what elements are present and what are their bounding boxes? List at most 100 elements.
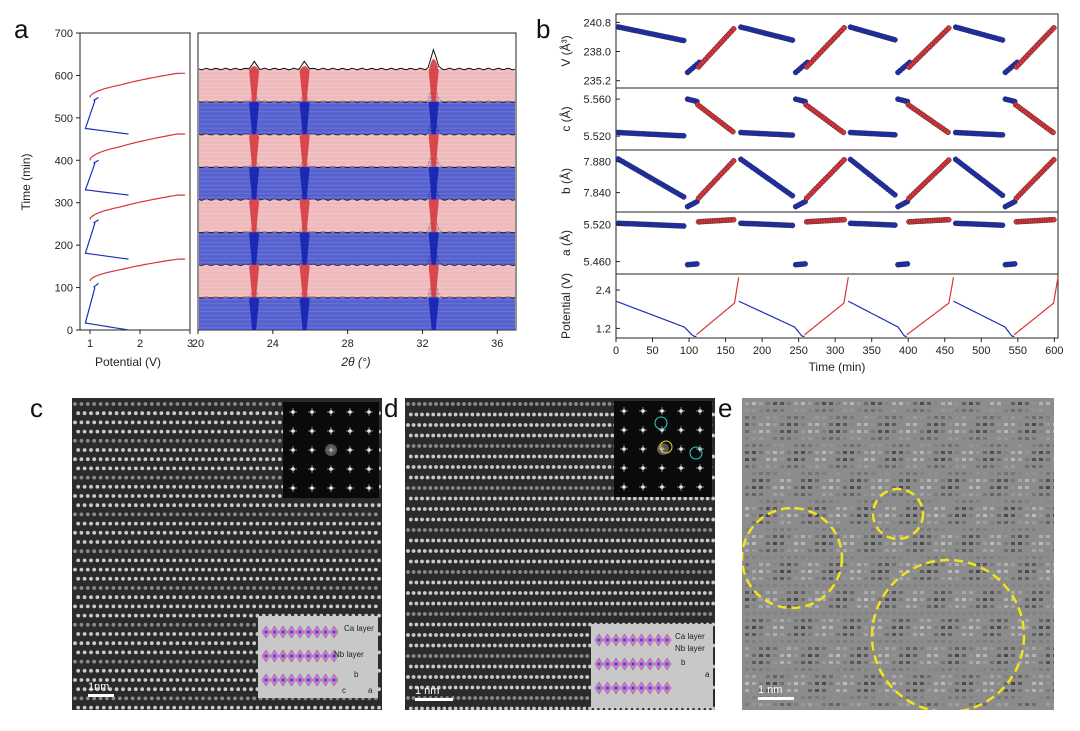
a-left-ytick-label: 600 [55,70,73,82]
fft-inset-c [283,402,379,498]
b-data-point [789,37,796,43]
structure-inset-c: Ca layer Nb layer b c a [258,616,378,698]
a-xrd-segment-charge [198,113,516,167]
b-data-point [999,132,1006,138]
b-data-point [730,26,737,32]
panel-a-chart: 0 100 200 300 400 500 600 700 1 2 3 20 24 28 32 36 Tim… [19,28,517,369]
a-left-ytick-label: 700 [55,28,73,40]
highlight-circle [870,558,1026,710]
b-ytick-label: 7.840 [583,188,611,200]
axis-a-label-c: a [368,686,373,695]
a-xrd-peak [428,254,439,298]
a-right-xlabel: 2θ (°) [340,355,370,369]
a-charge-curve [89,133,185,161]
b-ytick-label: 5.520 [583,131,611,143]
b-data-point [789,192,796,199]
a-right-xtick-label: 32 [416,338,428,350]
b-data-point [999,192,1006,199]
b-ytick-label: 240.8 [583,17,611,29]
b-data-point [841,156,847,163]
b-data-point [840,129,847,136]
b-data-point [841,24,847,31]
ca-layer-label-d: Ca layer [675,632,705,641]
scalebar-d: 1 nm [415,685,453,701]
fft-inset-d [614,401,712,497]
b-ylabel: b (Å) [558,168,573,194]
b-potential-xlabel: Time (min) [809,360,866,374]
b-ytick-label: 5.460 [583,257,611,269]
a-xrd-peak [299,131,310,167]
b-row-frame [615,87,1059,151]
scalebar-c-label: 1nm [88,681,110,693]
b-data-point [1051,156,1057,163]
scalebar-d-label: 1 nm [415,685,440,697]
a-xrd-segment-discharge [198,80,516,135]
axis-a-label-d: a [705,670,710,679]
a-right-xtick-label: 36 [491,338,503,350]
b-data-point [892,222,898,228]
a-xrd-segment-discharge [198,211,516,265]
stem-image-d: Ca layer Nb layer b a 1 nm [405,398,715,710]
a-xrd-peak [428,189,439,233]
b-row-frame [615,273,1059,339]
b-ytick-label: 1.2 [596,323,611,335]
a-xrd-peak [249,66,260,102]
b-xtick-label: 200 [753,345,771,357]
b-data-point [892,37,898,43]
b-data-point [1051,24,1057,31]
a-left-ytick-label: 500 [55,113,73,125]
b-row-frame [615,13,1059,89]
a-charge-curve [89,194,185,220]
a-left-ytick-label: 400 [55,155,73,167]
a-left-xtick-label: 2 [137,338,143,350]
b-row-frame [615,149,1059,213]
a-left-ytick-label: 300 [55,198,73,210]
b-data-point [945,129,951,136]
b-data-point [730,128,736,135]
scalebar-c: 1nm [88,681,114,697]
b-charge-curve [695,277,740,336]
a-right-xtick-label: 20 [192,338,204,350]
scalebar-e: 1 nm [758,684,794,700]
b-data-point [841,216,847,223]
panel-label-a: a [14,14,29,44]
b-ylabel: Potential (V) [559,273,573,339]
panel-label-d: d [384,393,399,423]
ca-layer-label-c: Ca layer [344,624,374,633]
a-right-xtick-label: 28 [342,338,354,350]
b-data-point [999,37,1006,43]
a-left-xlabel: Potential (V) [95,355,161,369]
b-data-point [680,194,687,200]
b-xtick-label: 300 [826,345,844,357]
b-xtick-label: 600 [1045,345,1063,357]
a-discharge-curve [84,282,129,331]
a-xrd-peak [299,66,310,102]
a-left-ytick-label: 200 [55,240,73,252]
nb-layer-label-d: Nb layer [675,644,705,653]
highlight-circle [871,487,925,541]
b-xtick-label: 50 [646,345,658,357]
b-charge-curve [804,277,849,336]
a-xrd-peak [299,229,310,265]
stem-image-c: Ca layer Nb layer b c a 1nm [72,398,382,710]
b-data-point [680,132,687,139]
b-charge-curve [906,277,955,336]
a-xrd-peak [428,124,439,167]
b-xtick-label: 250 [789,345,807,357]
b-data-point [904,261,911,267]
a-xrd-peak [249,229,260,265]
b-data-point [945,25,952,31]
b-data-point [1050,129,1056,136]
a-charge-curve [89,72,185,98]
structure-inset-d: Ca layer Nb layer b a [591,624,713,708]
highlight-circle [742,506,844,610]
axis-c-label-c: c [342,686,346,695]
a-xrd-peak [249,163,260,200]
b-xtick-label: 100 [680,345,698,357]
a-xrd-segment-charge [198,47,516,102]
a-left-ylabel: Time (min) [19,154,33,211]
panel-b-chart: 240.8 238.0 235.2 V (Å³) 5.560 5.520 c (Å) 7.88… [558,13,1064,374]
scalebar-e-label: 1 nm [758,684,783,696]
a-xrd-peak [299,261,310,298]
b-ytick-label: 2.4 [596,285,611,297]
